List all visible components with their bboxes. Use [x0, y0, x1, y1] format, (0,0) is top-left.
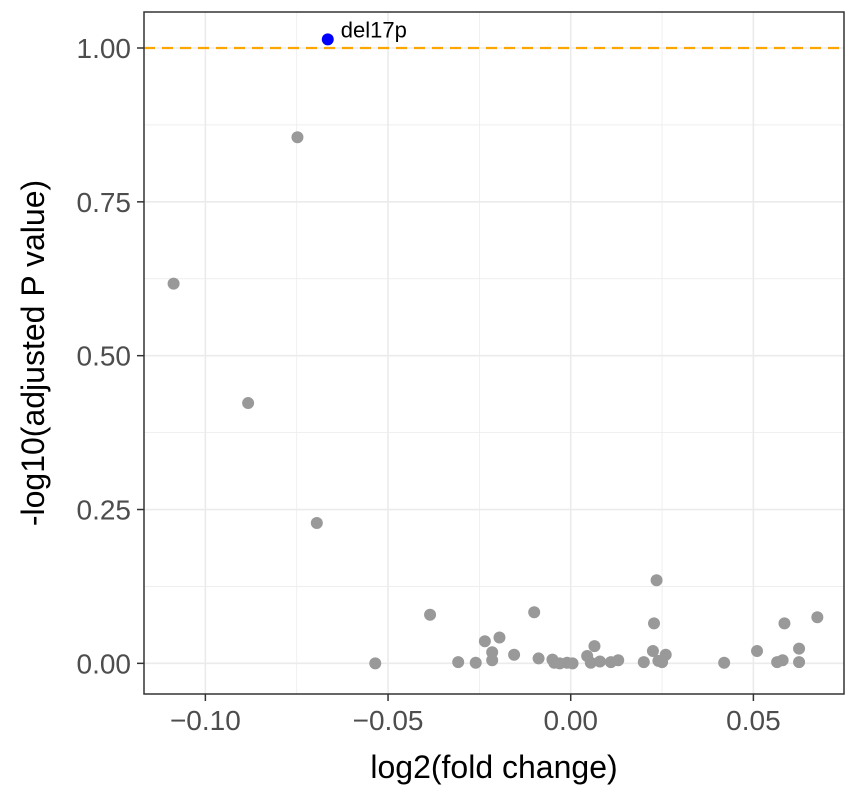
y-tick-label: 0.50 [77, 341, 132, 372]
data-point [528, 606, 541, 619]
panel-background [144, 12, 844, 694]
data-point [637, 656, 650, 669]
data-point [659, 648, 672, 661]
x-tick-label: 0.05 [726, 705, 781, 736]
data-point [811, 611, 824, 624]
x-tick-label: 0.00 [543, 705, 598, 736]
x-axis-ticks: −0.10 −0.05 0.00 0.05 [170, 694, 781, 736]
y-tick-label: 0.25 [77, 495, 132, 526]
x-tick-label: −0.05 [353, 705, 424, 736]
data-point [718, 656, 731, 669]
data-point [566, 657, 579, 670]
data-point [167, 277, 180, 290]
data-point [778, 617, 791, 630]
y-tick-label: 0.75 [77, 187, 132, 218]
data-point [242, 397, 255, 410]
data-point [469, 656, 482, 669]
y-axis-ticks: 0.00 0.25 0.50 0.75 1.00 [77, 33, 144, 679]
data-point [452, 656, 465, 669]
y-tick-label: 0.00 [77, 648, 132, 679]
data-point [648, 617, 661, 630]
data-point [291, 131, 304, 144]
x-axis-title: log2(fold change) [370, 749, 617, 785]
data-point [584, 656, 597, 669]
highlight-point-del17p [321, 33, 334, 46]
y-tick-label: 1.00 [77, 33, 132, 64]
data-point [793, 642, 806, 655]
panel-border [143, 11, 845, 695]
data-point [310, 517, 323, 530]
highlight-label: del17p [341, 17, 407, 42]
y-axis-title: -log10(adjusted P value) [15, 180, 51, 526]
data-point [646, 645, 659, 658]
data-point [369, 657, 382, 670]
data-point [478, 635, 491, 648]
major-gridlines [144, 12, 844, 694]
minor-gridlines [144, 12, 844, 694]
data-point [776, 654, 789, 667]
data-points [167, 131, 824, 670]
data-point [793, 656, 806, 669]
data-point [612, 654, 625, 667]
data-point [486, 654, 499, 667]
data-point [532, 652, 545, 665]
data-point [650, 574, 663, 587]
data-point [508, 648, 521, 661]
data-point [588, 640, 601, 653]
data-point [593, 655, 606, 668]
data-point [751, 645, 764, 658]
data-point [493, 631, 506, 644]
x-tick-label: −0.10 [170, 705, 241, 736]
data-point [424, 608, 437, 621]
